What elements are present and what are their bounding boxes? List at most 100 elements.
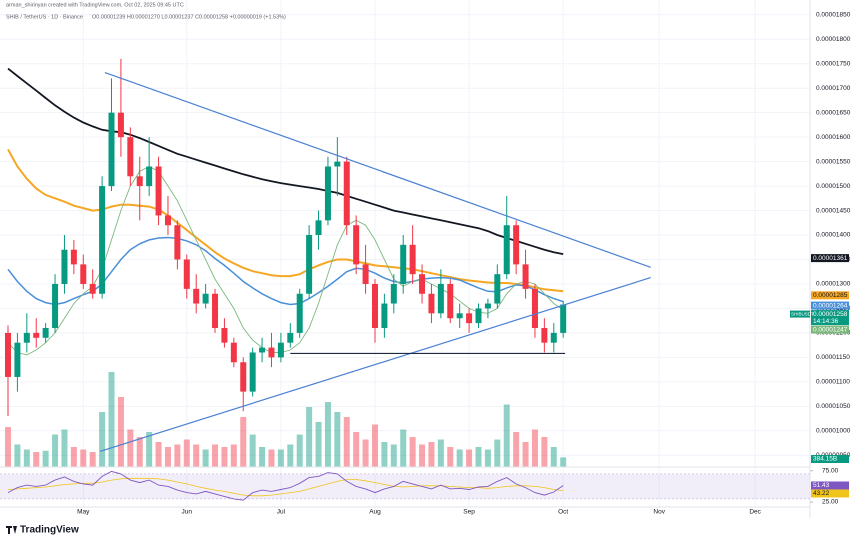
candle-body: [61, 249, 68, 284]
candle-body: [334, 161, 341, 167]
candle-body: [127, 137, 134, 177]
volume-bar: [541, 437, 548, 467]
volume-bar: [522, 442, 529, 467]
volume-bar: [127, 429, 134, 467]
candle-body: [99, 186, 106, 294]
candle-body: [117, 112, 124, 138]
y-tick-label: 0.00001750: [816, 60, 851, 67]
y-tick-label: 0.00001600: [816, 134, 851, 141]
volume-bar: [23, 449, 30, 467]
volume-bar: [343, 417, 350, 467]
x-tick-label: Dec: [749, 509, 761, 516]
rsi-badge-text: 51.43: [813, 482, 830, 489]
candle-body: [315, 220, 322, 236]
candle-body: [230, 342, 237, 363]
volume-bar: [80, 449, 87, 467]
volume-badge-text: 384.15B: [813, 456, 837, 463]
candle-body: [80, 264, 87, 284]
volume-bar: [334, 412, 341, 467]
volume-bar: [174, 444, 181, 467]
candle-body: [287, 332, 294, 343]
symbol-tag-text: SHIBUSDT: [791, 311, 814, 316]
symbol: SHIB / TetherUS · 1D · Binance: [6, 14, 83, 20]
y-tick-label: 0.00001800: [816, 36, 851, 43]
credit: arman_shirinyan created with TradingView…: [6, 2, 184, 8]
candle-body: [550, 332, 557, 343]
y-tick-label: 0.00001500: [816, 183, 851, 190]
price-badge-text: 0.00001361: [813, 255, 848, 262]
volume-bar: [146, 432, 153, 467]
rsi-badge: [811, 489, 849, 498]
rsi-band: [0, 473, 810, 499]
volume-bar: [428, 442, 435, 467]
volume-bar: [155, 442, 162, 467]
volume-bar: [390, 444, 397, 467]
candle-body: [174, 225, 181, 260]
close-badge-price: 0.00001258: [813, 311, 848, 318]
candle-body: [503, 225, 510, 275]
candle-body: [296, 293, 303, 333]
volume-bar: [183, 439, 190, 467]
moving-average: [7, 67, 564, 255]
volume-bar: [296, 434, 303, 467]
volume-bar: [371, 424, 378, 467]
y-tick-label: 0.00001550: [816, 158, 851, 165]
candle-body: [353, 225, 360, 265]
candle-body: [484, 303, 491, 309]
logo-icon: [6, 526, 17, 534]
candle-body: [371, 283, 378, 329]
volume-bar: [61, 429, 68, 467]
volume-bar: [381, 442, 388, 467]
volume-bar: [494, 439, 501, 467]
candle-body: [277, 342, 284, 358]
price-badge-text: 0.00001264: [813, 302, 848, 309]
volume-bar: [531, 429, 538, 467]
y-tick-label: 0.00001000: [816, 428, 851, 435]
candle-body: [146, 166, 153, 187]
y-tick-label: 0.00001650: [816, 109, 851, 116]
candle-body: [419, 274, 426, 294]
volume-bar: [117, 397, 124, 467]
candle-body: [259, 347, 266, 353]
volume-bar: [277, 449, 284, 467]
volume-bar: [249, 434, 256, 467]
volume-bar: [240, 417, 247, 467]
candle-body: [381, 303, 388, 329]
x-tick-label: May: [77, 509, 90, 516]
volume-bar: [212, 444, 219, 467]
candle-body: [52, 283, 59, 329]
rsi-tick-label: 75.00: [822, 467, 839, 474]
candle-body: [240, 362, 247, 392]
volume-bar: [419, 444, 426, 467]
candle-body: [42, 328, 49, 338]
candle-body: [14, 342, 21, 377]
price-badge-text: 0.00001247: [813, 326, 848, 333]
y-tick-label: 0.00001700: [816, 85, 851, 92]
candle-body: [513, 225, 520, 265]
candle-body: [183, 259, 190, 289]
volume-bar: [447, 447, 454, 467]
volume-bar: [164, 447, 171, 467]
candle-body: [362, 264, 369, 284]
volume-bar: [33, 452, 40, 467]
x-tick-label: Sep: [463, 509, 475, 516]
price-badge-text: 0.00001285: [813, 292, 848, 299]
candle-body: [221, 328, 228, 343]
volume-bar: [560, 457, 567, 467]
volume-bar: [42, 450, 49, 467]
symbol-tag: [790, 310, 810, 318]
candle-body: [531, 288, 538, 329]
volume-bar: [306, 407, 313, 467]
candle-body: [494, 274, 501, 304]
volume-bar: [409, 437, 416, 467]
candle-body: [560, 304, 567, 333]
price-badge: [811, 254, 849, 263]
volume-bar: [268, 449, 275, 467]
volume-bar: [99, 412, 106, 467]
rsi-tick-label: 25.00: [822, 499, 839, 506]
candle-body: [23, 332, 30, 343]
ohlc: O0.00001239 H0.00001270 L0.00001237 C0.0…: [92, 14, 286, 20]
candle-body: [164, 215, 171, 226]
close-badge-countdown: 14:14:36: [813, 318, 839, 325]
